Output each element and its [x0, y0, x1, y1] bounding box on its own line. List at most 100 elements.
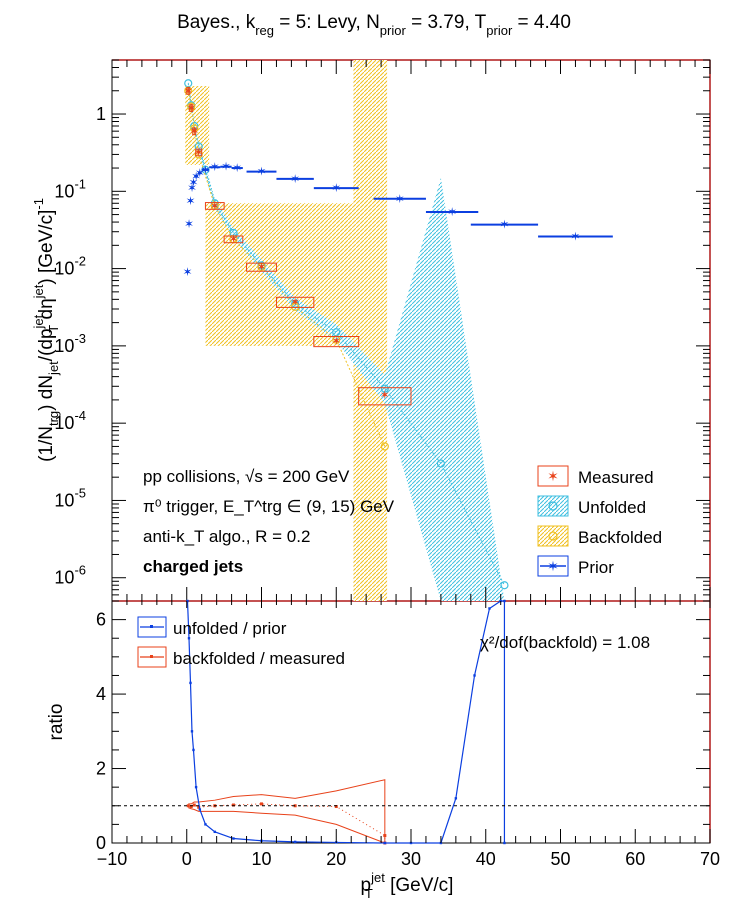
backfolded-measured-point-1 — [189, 805, 193, 809]
unfolded-point-11 — [436, 459, 445, 468]
ratio-y-tick-label-3: 6 — [96, 610, 106, 630]
measured-box-0 — [186, 87, 191, 95]
prior-point-15: ✶ — [447, 205, 457, 219]
annotation-charged-jets: charged jets — [143, 557, 243, 576]
unfolded-prior-point-1 — [187, 637, 191, 640]
top-y-tick-label-3: 10-3 — [54, 331, 86, 356]
unfolded-prior-point-20 — [503, 599, 506, 603]
top-y-tick-label-1: 10-1 — [54, 176, 86, 201]
prior-point-17: ✶ — [570, 230, 580, 244]
unfolded-point-12 — [500, 581, 509, 590]
top-panel-marks: ✶✶✶✶✶✶✶✶✶✶✶✶✶✶✶✶✶✶ ✶ ✶ ✶ ✶✶✶✶✶✶✶ — [182, 79, 613, 590]
measured-box-2 — [192, 127, 197, 136]
prior-point-4: ✶ — [188, 175, 198, 189]
measured-box-7 — [275, 296, 315, 308]
unfolded-prior-point-16 — [454, 797, 458, 800]
unfolded-prior-point-4 — [192, 748, 195, 752]
prior-point-13: ✶ — [331, 181, 341, 195]
x-tick-label-3: 20 — [326, 849, 346, 869]
legend-unfolded-prior-label: unfolded / prior — [173, 619, 287, 638]
prior-point-5: ✶ — [191, 170, 201, 184]
x-tick-label-2: 10 — [251, 849, 271, 869]
backfolded-line — [187, 90, 386, 447]
backfolded-measured-point-2 — [192, 803, 196, 807]
top-panel-bands — [185, 60, 505, 601]
top-panel-y-axis: 1 10-1 10-2 10-3 10-4 10-5 10-6 — [54, 59, 711, 602]
unfolded-prior-point-0 — [186, 599, 189, 603]
x-tick-label-8: 70 — [700, 849, 720, 869]
backfolded-measured-line — [188, 803, 386, 843]
unfolded-prior-point-11 — [293, 840, 297, 844]
annotation-trigger: π⁰ trigger, E_T^trg ∈ (9, 15) GeV — [143, 497, 395, 516]
prior-point-9: ✶ — [221, 160, 231, 174]
ratio-y-axis-label: ratio — [46, 704, 67, 741]
measured-point-2: ✶ — [189, 124, 199, 138]
unfolded-point-10 — [380, 384, 389, 393]
x-axis-label: pjet T [GeV/c] — [361, 870, 454, 901]
prior-point-8: ✶ — [210, 160, 220, 174]
backfolded-point-1 — [187, 102, 196, 111]
prior-point-11: ✶ — [256, 165, 266, 179]
x-tick-label-1: 0 — [182, 849, 192, 869]
backfolded-point-9 — [380, 442, 389, 451]
measured-box-1 — [189, 104, 194, 112]
top-y-tick-label-5: 10-5 — [54, 485, 86, 510]
x-tick-label-0: −10 — [97, 849, 128, 869]
legend-measured-swatch — [537, 465, 569, 487]
legend-backfolded-measured-label: backfolded / measured — [173, 649, 345, 668]
backfolded-measured-point-3 — [197, 805, 201, 809]
unfolded-prior-point-7 — [204, 823, 207, 826]
x-tick-label-7: 60 — [625, 849, 645, 869]
unfolded-point-2 — [190, 121, 199, 131]
measured-point-4: ✶ — [210, 199, 220, 213]
legend-measured-marker: ✶ — [547, 468, 559, 484]
unfolded-prior-point-2 — [189, 681, 192, 685]
unfolded-prior-point-18 — [488, 607, 491, 610]
legend-backfolded-measured-marker — [150, 655, 153, 658]
unfolded-prior-point-5 — [194, 785, 198, 789]
measured-point-8: ✶ — [331, 334, 341, 348]
top-y-tick-label-4: 10-4 — [54, 408, 86, 433]
unfolded-point-3 — [194, 142, 203, 151]
x-tick-label-5: 40 — [476, 849, 496, 869]
legend-backfolded-marker — [548, 531, 558, 541]
backfolded-measured-point-6 — [260, 802, 263, 806]
unfolded-prior-point-13 — [383, 841, 387, 845]
legend-unfolded-prior-marker — [150, 625, 153, 628]
backfolded-point-7 — [291, 302, 300, 311]
x-tick-label-6: 50 — [550, 849, 570, 869]
prior-point-16: ✶ — [499, 218, 509, 232]
backfolded-measured-point-0 — [186, 804, 190, 808]
measured-box-5 — [223, 235, 244, 244]
legend-unfolded-marker — [548, 501, 558, 511]
unfolded-prior-point-17 — [473, 674, 476, 677]
bottom-legend: unfolded / prior backfolded / measured — [137, 616, 345, 668]
legend-prior-swatch — [537, 555, 569, 577]
top-y-tick-label-0: 1 — [96, 104, 106, 124]
bottom-panel-bands — [188, 779, 386, 844]
unfolded-prior-point-8 — [213, 830, 216, 834]
legend-prior-label: Prior — [578, 558, 614, 577]
prior-point-7: ✶ — [200, 163, 210, 177]
top-legend: ✶ Measured Unfolded Backfolded ✶ Prior — [537, 465, 662, 577]
prior-point-12: ✶ — [290, 172, 300, 186]
legend-unfolded-prior-swatch — [137, 616, 167, 638]
measured-point-6: ✶ — [256, 260, 266, 274]
measured-point-5: ✶ — [228, 232, 238, 246]
backfolded-measured-band-lower — [188, 807, 386, 844]
legend-unfolded-label: Unfolded — [578, 498, 646, 517]
chart-title: Bayes., kreg = 5: Levy, Nprior = 3.79, T… — [177, 12, 571, 38]
prior-point-10: ✶ — [232, 161, 242, 175]
top-y-tick-label-2: 10-2 — [54, 254, 86, 279]
measured-box-8 — [313, 335, 360, 348]
measured-point-3: ✶ — [194, 145, 204, 159]
annotation-collisions: pp collisions, √s = 200 GeV — [143, 467, 350, 486]
unfolded-prior-line — [186, 600, 506, 844]
annotation-algorithm: anti-k_T algo., R = 0.2 — [143, 527, 310, 546]
backfolded-measured-point-7 — [293, 804, 297, 808]
ratio-y-tick-label-1: 2 — [96, 759, 106, 779]
prior-point-2: ✶ — [185, 194, 195, 208]
backfolded-point-2 — [190, 124, 199, 133]
legend-backfolded-measured-swatch — [137, 646, 167, 668]
